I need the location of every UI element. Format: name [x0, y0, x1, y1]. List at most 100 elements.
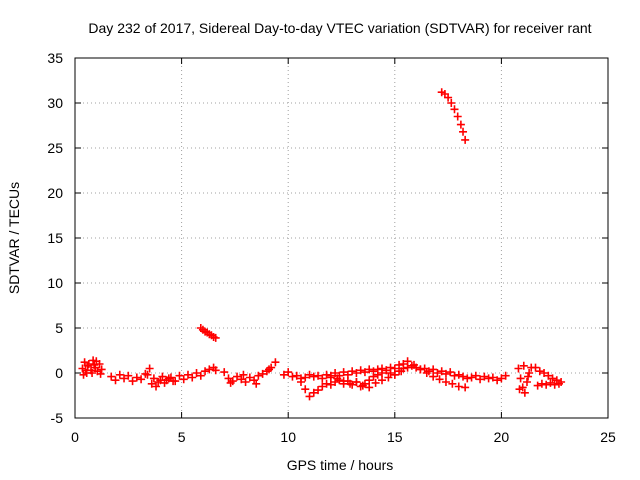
data-point	[537, 379, 546, 388]
data-point	[554, 379, 563, 388]
data-point	[179, 375, 188, 384]
data-point	[546, 378, 555, 387]
data-point	[156, 376, 165, 385]
series-arc-8	[326, 360, 470, 392]
data-point	[237, 375, 246, 384]
data-point	[241, 378, 250, 386]
data-point	[390, 370, 399, 379]
plot-frame	[74, 57, 609, 419]
data-point	[531, 363, 540, 372]
data-point	[309, 372, 318, 381]
data-point	[461, 383, 470, 392]
data-point	[358, 381, 367, 390]
data-point	[196, 371, 205, 380]
data-point	[149, 374, 158, 383]
data-point	[220, 368, 229, 377]
y-tick-label: 10	[47, 275, 63, 291]
data-point	[441, 369, 450, 378]
data-point	[318, 382, 327, 391]
data-point	[378, 376, 387, 385]
data-point	[471, 371, 480, 380]
data-point	[435, 375, 444, 384]
data-point	[360, 368, 369, 377]
data-point	[497, 374, 506, 383]
data-point	[288, 372, 297, 381]
series-arc-11	[531, 363, 566, 390]
data-point	[373, 370, 382, 379]
data-point	[352, 369, 361, 377]
data-point	[301, 373, 310, 382]
data-point	[480, 372, 489, 381]
y-tick-label: 20	[47, 185, 63, 201]
data-point	[169, 377, 178, 386]
data-point	[456, 120, 465, 129]
data-point	[448, 379, 457, 388]
data-point	[120, 374, 129, 383]
y-axis-label: SDTVAR / TECUs	[6, 182, 22, 294]
data-point	[83, 361, 92, 370]
y-tick-label: 30	[47, 95, 63, 111]
data-point	[416, 365, 425, 374]
data-point	[409, 360, 418, 369]
data-point	[453, 112, 462, 121]
series-arc-5	[220, 358, 280, 388]
data-point	[143, 370, 152, 379]
data-point	[258, 369, 267, 378]
data-point	[476, 375, 485, 384]
data-point	[463, 374, 472, 383]
data-point	[437, 367, 446, 376]
y-tick-label: 5	[55, 320, 63, 336]
data-point	[188, 373, 197, 382]
data-point	[175, 371, 184, 380]
data-point	[254, 371, 263, 380]
series-arc-9	[437, 88, 470, 144]
data-point	[97, 365, 106, 374]
y-tick-label: 15	[47, 230, 63, 246]
data-point	[540, 369, 549, 377]
chart-title: Day 232 of 2017, Sidereal Day-to-day VTE…	[88, 20, 591, 36]
data-point	[137, 375, 146, 384]
data-points	[78, 88, 566, 401]
x-axis-label: GPS time / hours	[287, 457, 394, 473]
data-point	[326, 371, 335, 380]
data-point	[271, 358, 280, 367]
x-tick-label: 10	[280, 429, 296, 445]
data-point	[519, 361, 528, 370]
data-point	[124, 371, 133, 380]
data-point	[429, 372, 438, 381]
data-point	[88, 369, 97, 377]
data-point	[524, 372, 533, 381]
data-point	[239, 370, 248, 379]
data-point	[454, 370, 463, 379]
data-point	[245, 373, 254, 382]
data-point	[90, 360, 99, 369]
data-point	[305, 392, 314, 401]
data-point	[542, 380, 551, 389]
data-point	[81, 366, 90, 375]
data-point	[397, 367, 406, 376]
data-point	[501, 371, 510, 380]
data-point	[441, 378, 450, 386]
data-point	[128, 377, 137, 386]
data-point	[145, 364, 154, 373]
data-point	[284, 368, 293, 377]
data-point	[224, 374, 233, 383]
series-arc-6	[279, 357, 510, 385]
data-point	[339, 368, 348, 377]
data-point	[378, 369, 387, 377]
data-point	[422, 369, 431, 377]
data-point	[314, 371, 323, 380]
data-point	[352, 378, 361, 386]
data-point	[447, 99, 456, 107]
data-point	[292, 371, 301, 380]
data-point	[450, 371, 459, 380]
data-point	[348, 367, 357, 376]
data-point	[152, 382, 161, 391]
x-tick-label: 5	[178, 429, 186, 445]
series-arc-1	[78, 356, 106, 379]
data-point	[84, 360, 93, 368]
data-point	[433, 369, 442, 377]
data-point	[386, 369, 395, 377]
data-point	[201, 367, 210, 376]
